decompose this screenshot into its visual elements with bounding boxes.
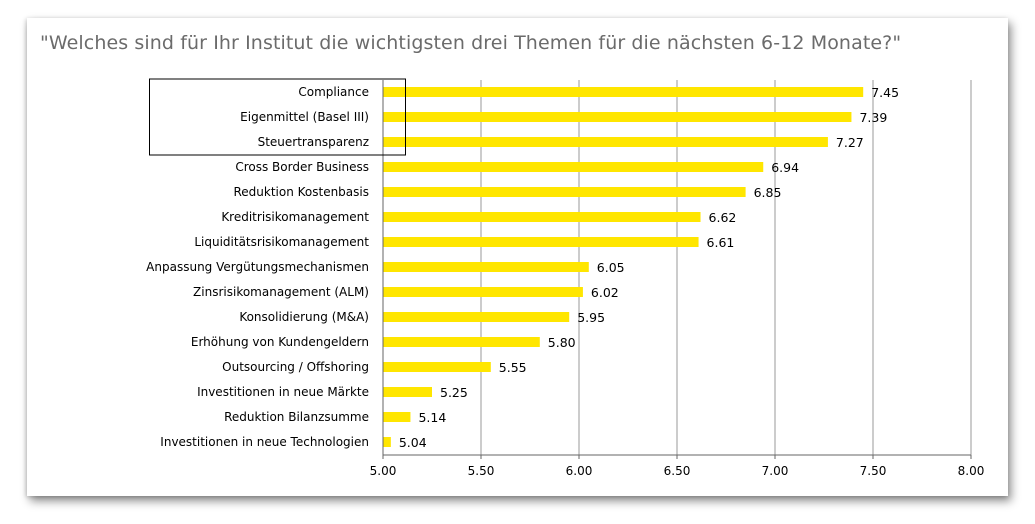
- value-label: 7.39: [859, 110, 887, 125]
- chart-title: "Welches sind für Ihr Institut die wicht…: [40, 32, 902, 54]
- x-tick-label: 8.00: [958, 464, 985, 478]
- bar: [383, 87, 864, 97]
- value-label: 5.25: [440, 385, 468, 400]
- category-label: Steuertransparenz: [258, 135, 369, 149]
- category-label: Outsourcing / Offshoring: [222, 360, 369, 374]
- value-label: 5.80: [548, 335, 576, 350]
- bar: [383, 287, 583, 297]
- bar: [383, 237, 699, 247]
- bar: [383, 137, 828, 147]
- bar: [383, 262, 589, 272]
- value-label: 6.61: [707, 235, 735, 250]
- category-label: Reduktion Bilanzsumme: [224, 410, 369, 424]
- x-tick-label: 5.00: [370, 464, 397, 478]
- bar: [383, 437, 391, 447]
- category-label: Konsolidierung (M&A): [239, 310, 369, 324]
- value-label: 5.95: [577, 310, 605, 325]
- value-label: 6.05: [597, 260, 625, 275]
- value-label: 6.02: [591, 285, 619, 300]
- bar: [383, 337, 540, 347]
- chart-card: [27, 18, 1008, 496]
- value-label: 6.62: [709, 210, 737, 225]
- category-label: Liquiditätsrisikomanagement: [194, 235, 369, 249]
- bar: [383, 312, 570, 322]
- value-label: 5.55: [499, 360, 527, 375]
- category-label: Anpassung Vergütungsmechanismen: [146, 260, 369, 274]
- bar: [383, 362, 491, 372]
- x-tick-label: 6.00: [566, 464, 593, 478]
- bar: [383, 412, 411, 422]
- value-label: 7.45: [871, 85, 899, 100]
- highlight-box: [149, 78, 406, 156]
- category-label: Kreditrisikomanagement: [221, 210, 369, 224]
- value-label: 5.14: [418, 410, 446, 425]
- bar: [383, 212, 701, 222]
- category-label: Zinsrisikomanagement (ALM): [193, 285, 369, 299]
- x-tick-label: 6.50: [664, 464, 691, 478]
- bar: [383, 387, 432, 397]
- x-tick-label: 5.50: [468, 464, 495, 478]
- value-label: 6.94: [771, 160, 799, 175]
- category-label: Investitionen in neue Technologien: [160, 435, 369, 449]
- x-tick-label: 7.50: [860, 464, 887, 478]
- category-label: Erhöhung von Kundengeldern: [191, 335, 369, 349]
- value-label: 5.04: [399, 435, 427, 450]
- category-label: Reduktion Kostenbasis: [233, 185, 369, 199]
- bar: [383, 187, 746, 197]
- value-label: 7.27: [836, 135, 864, 150]
- bar: [383, 162, 764, 172]
- x-tick-label: 7.00: [762, 464, 789, 478]
- bar: [383, 112, 852, 122]
- category-label: Cross Border Business: [235, 160, 369, 174]
- category-label: Investitionen in neue Märkte: [197, 385, 369, 399]
- category-label: Eigenmittel (Basel III): [240, 110, 369, 124]
- value-label: 6.85: [754, 185, 782, 200]
- category-label: Compliance: [298, 85, 369, 99]
